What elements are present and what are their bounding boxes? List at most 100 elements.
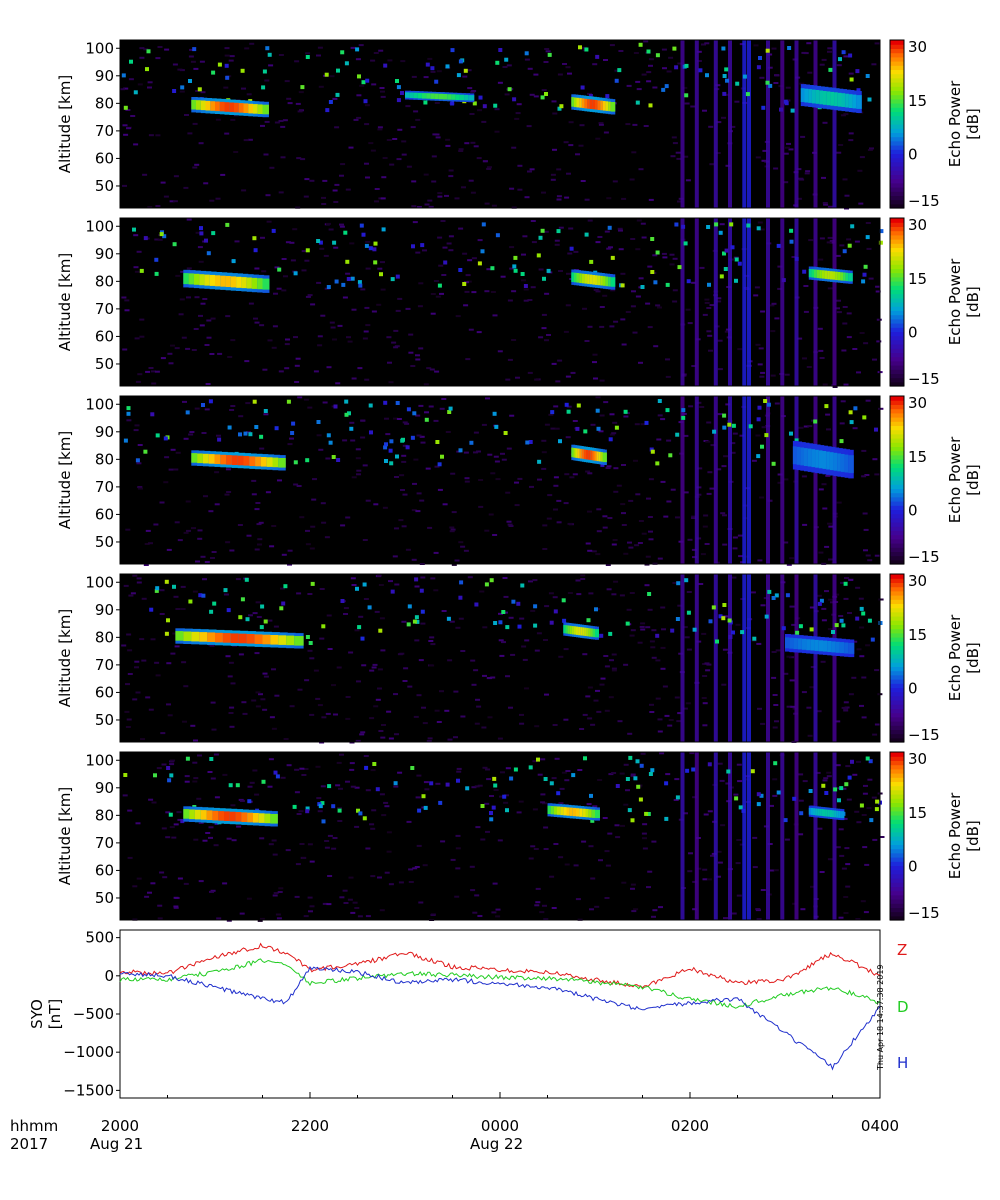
echo-blip bbox=[367, 605, 372, 610]
echo-blip bbox=[368, 403, 373, 408]
noise-cell bbox=[255, 705, 261, 708]
noise-cell bbox=[262, 708, 268, 711]
noise-cell bbox=[508, 616, 514, 619]
colorbar-frame bbox=[889, 751, 905, 921]
noise-cell bbox=[441, 274, 447, 276]
noise-cell bbox=[487, 677, 493, 679]
noise-cell bbox=[524, 58, 530, 61]
noise-cell bbox=[620, 272, 626, 275]
noise-cell bbox=[332, 189, 338, 192]
noise-cell bbox=[295, 102, 301, 105]
echo-blip bbox=[231, 259, 236, 264]
echo-blip bbox=[764, 614, 769, 619]
echo-blip bbox=[664, 781, 669, 786]
colorbar-segment bbox=[890, 538, 904, 544]
noise-cell bbox=[682, 626, 688, 629]
noise-cell bbox=[708, 125, 714, 128]
plot-frame bbox=[119, 217, 881, 387]
noise-cell bbox=[796, 197, 802, 200]
echo-blip bbox=[558, 439, 562, 444]
noise-cell bbox=[487, 166, 492, 169]
echo-cell bbox=[818, 450, 825, 469]
echo-blip bbox=[553, 609, 558, 614]
echo-blip bbox=[139, 268, 144, 273]
colorbar-segment bbox=[890, 52, 904, 58]
noise-cell bbox=[393, 329, 399, 332]
echo-cell bbox=[241, 812, 249, 822]
echo-blip bbox=[628, 755, 633, 760]
noise-cell bbox=[418, 347, 424, 350]
noise-cell bbox=[709, 163, 715, 166]
echo-blip bbox=[511, 599, 516, 604]
colorbar-segment bbox=[890, 624, 904, 630]
noise-cell bbox=[567, 72, 572, 75]
echo-blip bbox=[707, 282, 711, 287]
noise-cell bbox=[544, 339, 549, 342]
echo-blip bbox=[434, 79, 439, 84]
noise-cell bbox=[451, 563, 457, 566]
noise-cell bbox=[621, 197, 627, 200]
noise-cell bbox=[453, 690, 459, 693]
noise-cell bbox=[504, 93, 510, 96]
noise-cell bbox=[760, 889, 766, 891]
noise-cell bbox=[139, 638, 145, 641]
echo-blip bbox=[305, 635, 310, 639]
echo-blip bbox=[328, 440, 333, 445]
noise-cell bbox=[173, 595, 179, 598]
colorbar-segment bbox=[890, 819, 904, 824]
noise-cell bbox=[753, 294, 759, 297]
noise-cell bbox=[326, 903, 332, 906]
echo-cell bbox=[596, 451, 601, 462]
echo-cell bbox=[573, 272, 579, 283]
noise-cell bbox=[335, 784, 341, 787]
noise-cell bbox=[272, 894, 278, 897]
noise-cell bbox=[754, 286, 760, 289]
noise-cell bbox=[364, 378, 370, 381]
noise-cell bbox=[360, 419, 366, 422]
y-axis-label: Altitude [km] bbox=[56, 75, 74, 173]
noise-cell bbox=[517, 188, 523, 191]
noise-cell bbox=[597, 779, 603, 781]
echo-blip bbox=[154, 271, 159, 276]
noise-cell bbox=[492, 534, 498, 536]
noise-cell bbox=[231, 839, 237, 842]
noise-cell bbox=[702, 878, 708, 881]
noise-cell bbox=[516, 811, 522, 814]
echo-cell bbox=[821, 270, 827, 279]
noise-cell bbox=[859, 156, 865, 159]
noise-cell bbox=[262, 672, 268, 675]
noise-cell bbox=[228, 712, 234, 714]
noise-cell bbox=[327, 648, 333, 650]
noise-cell bbox=[527, 170, 532, 173]
echo-cell bbox=[246, 634, 257, 644]
echo-blip bbox=[594, 607, 598, 612]
echo-cell bbox=[553, 806, 559, 815]
echo-blip bbox=[275, 774, 280, 779]
echo-blip bbox=[291, 421, 296, 426]
colorbar-segment bbox=[890, 488, 904, 494]
echo-blip bbox=[274, 426, 279, 431]
colorbar-segment bbox=[890, 505, 904, 510]
echo-blip bbox=[162, 234, 167, 239]
echo-blip bbox=[714, 222, 719, 227]
noise-cell bbox=[720, 824, 726, 827]
noise-cell bbox=[532, 760, 538, 763]
echo-blip bbox=[566, 409, 571, 414]
noise-cell bbox=[144, 895, 150, 898]
noise-cell bbox=[210, 889, 216, 892]
noise-cell bbox=[691, 515, 697, 518]
echo-blip bbox=[847, 775, 852, 780]
noise-cell bbox=[535, 901, 541, 904]
noise-cell bbox=[823, 777, 829, 780]
noise-cell bbox=[167, 352, 173, 355]
echo-blip bbox=[383, 400, 388, 405]
noise-cell bbox=[582, 307, 587, 310]
echo-blip bbox=[647, 592, 652, 596]
noise-cell bbox=[557, 359, 563, 362]
noise-cell bbox=[702, 525, 708, 528]
echo-cell bbox=[829, 271, 835, 280]
noise-streak bbox=[747, 752, 751, 920]
echo-blip bbox=[263, 619, 268, 624]
noise-cell bbox=[666, 500, 672, 503]
